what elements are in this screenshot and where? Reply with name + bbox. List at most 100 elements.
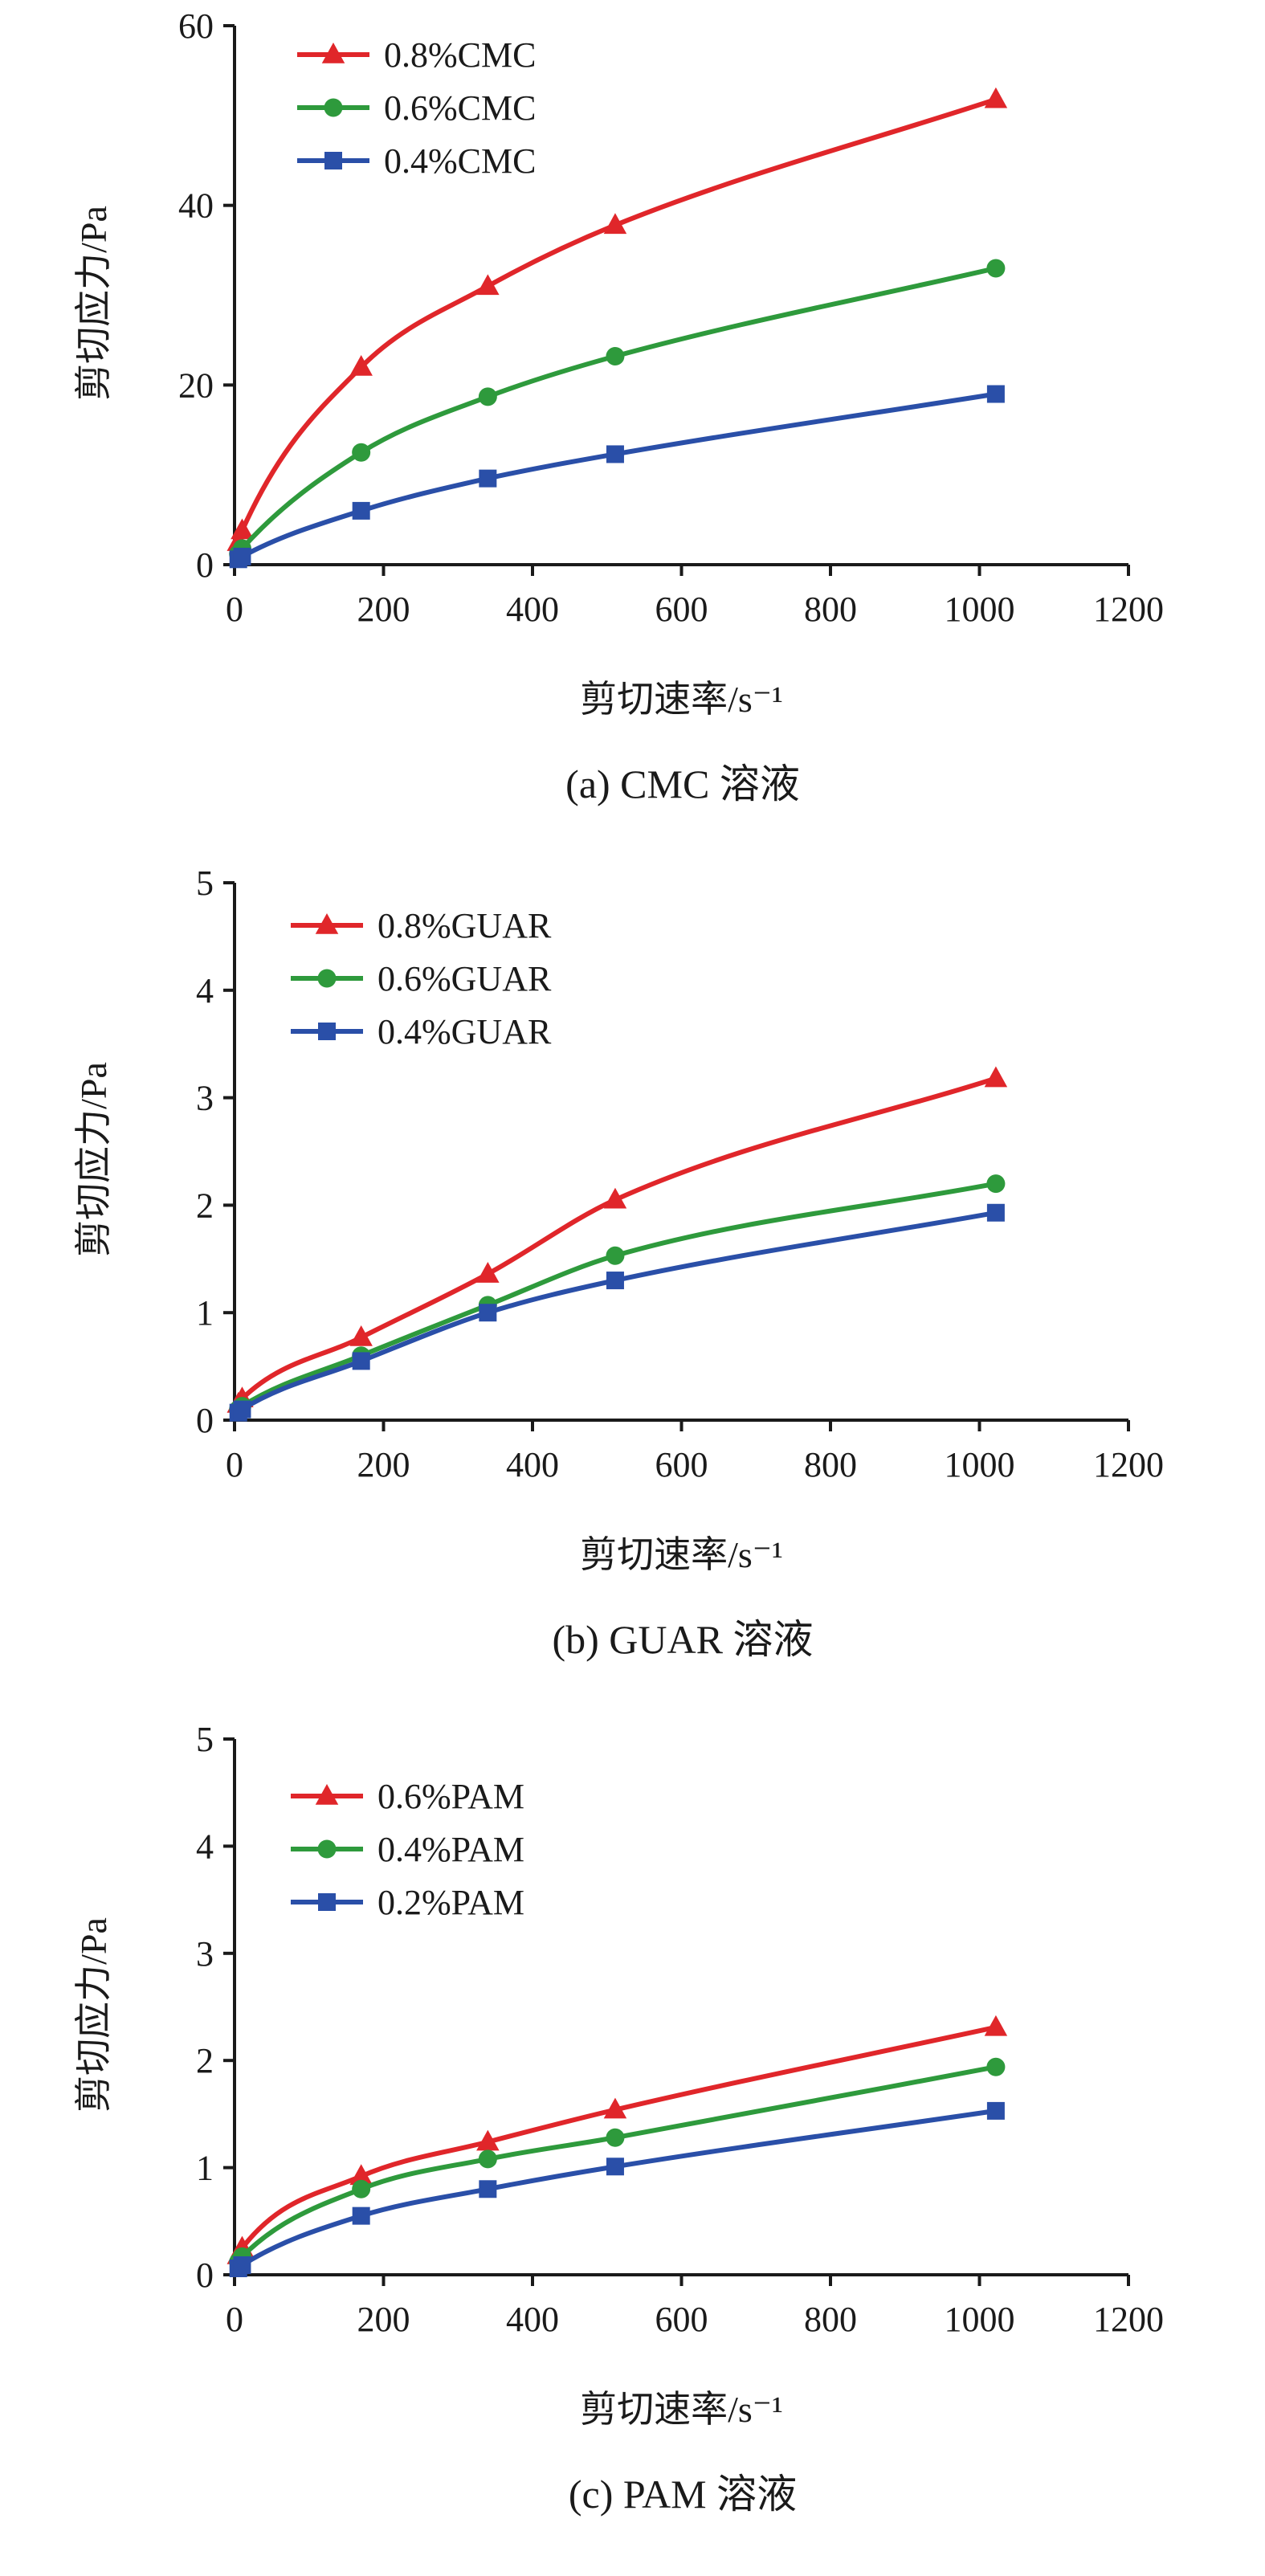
legend-item: 0.6%CMC	[297, 88, 536, 128]
series-line	[235, 1210, 998, 1415]
legend-marker	[324, 98, 343, 117]
x-axis-title: 剪切速率/s⁻¹	[580, 2389, 783, 2430]
legend-marker	[318, 1023, 336, 1040]
series-0.4%GUAR	[229, 1203, 1005, 1422]
x-tick-label: 200	[357, 590, 410, 629]
data-point	[603, 1187, 627, 1209]
data-point	[986, 2101, 1005, 2120]
data-point	[984, 2015, 1008, 2036]
data-point	[476, 1262, 500, 1283]
y-tick-label: 2	[196, 1186, 214, 1225]
legend-item: 0.8%GUAR	[291, 906, 552, 945]
data-point	[986, 1203, 1005, 1222]
y-tick-label: 3	[196, 1079, 214, 1118]
data-point	[479, 1304, 497, 1322]
data-point	[984, 1066, 1008, 1088]
x-tick-label: 600	[655, 590, 708, 629]
y-tick-label: 5	[196, 863, 214, 903]
data-point	[233, 547, 251, 565]
data-point	[479, 2180, 497, 2198]
legend-label: 0.6%GUAR	[377, 959, 552, 998]
legend-label: 0.6%CMC	[384, 88, 536, 128]
x-tick-label: 0	[226, 590, 243, 629]
legend: 0.6%PAM 0.4%PAM 0.2%PAM	[291, 1777, 524, 1922]
y-tick-label: 2	[196, 2041, 214, 2080]
chart-panel-b: 0 1 2 3 4 5 0 200 400 600 800 1000 1200 剪切速率/s⁻¹ 剪切应力/…	[73, 863, 1164, 1662]
y-tick-label: 40	[178, 186, 214, 226]
series-0.4%CMC	[229, 385, 1005, 569]
y-tick-label: 5	[196, 1720, 214, 1759]
legend-item: 0.6%PAM	[291, 1777, 524, 1816]
series-line	[235, 391, 998, 562]
data-point	[986, 2057, 1006, 2076]
legend-label: 0.6%PAM	[377, 1777, 524, 1816]
y-tick-label: 20	[178, 365, 214, 405]
legend-item: 0.4%PAM	[291, 1830, 524, 1869]
data-point	[233, 2256, 251, 2274]
data-point	[352, 2179, 371, 2198]
data-point	[352, 501, 370, 520]
legend-marker	[315, 913, 339, 934]
data-point	[352, 1352, 370, 1370]
data-point	[606, 445, 624, 463]
series-line	[235, 1181, 998, 1412]
data-point	[984, 87, 1008, 108]
y-tick-label: 4	[196, 1827, 214, 1866]
legend-item: 0.2%PAM	[291, 1883, 524, 1922]
data-point	[476, 274, 500, 296]
data-point	[478, 387, 497, 406]
legend-label: 0.4%CMC	[384, 141, 536, 181]
data-point	[349, 2164, 373, 2186]
data-point	[478, 2149, 497, 2169]
data-point	[986, 1174, 1006, 1194]
legend-label: 0.8%GUAR	[377, 906, 552, 945]
x-tick-label: 200	[357, 2300, 410, 2339]
y-tick-label: 4	[196, 971, 214, 1010]
x-tick-label: 0	[226, 2300, 243, 2339]
legend-item: 0.4%CMC	[297, 141, 536, 181]
legend-label: 0.4%GUAR	[377, 1012, 552, 1051]
legend-item: 0.8%CMC	[297, 35, 536, 75]
panel-caption-a: (a) CMC 溶液	[565, 761, 800, 806]
legend-marker	[321, 43, 345, 63]
legend-item: 0.6%GUAR	[291, 959, 552, 998]
x-tick-label: 1000	[945, 1445, 1015, 1484]
y-tick-label: 0	[196, 2256, 214, 2295]
data-point	[352, 443, 371, 462]
y-tick-label: 1	[196, 1293, 214, 1333]
data-point	[233, 1400, 251, 1419]
legend: 0.8%GUAR 0.6%GUAR 0.4%GUAR	[291, 906, 552, 1051]
y-tick-label: 0	[196, 1401, 214, 1440]
x-tick-label: 1200	[1093, 590, 1164, 629]
x-axis-title: 剪切速率/s⁻¹	[580, 1534, 783, 1575]
legend-marker	[318, 1893, 336, 1911]
data-point	[603, 2097, 627, 2119]
data-point	[349, 1325, 373, 1346]
x-tick-label: 1200	[1093, 2300, 1164, 2339]
data-point	[606, 2158, 624, 2176]
data-point	[986, 259, 1006, 278]
data-point	[606, 1246, 625, 1265]
x-tick-label: 400	[506, 1445, 559, 1484]
legend-marker	[317, 1839, 337, 1859]
legend-label: 0.4%PAM	[377, 1830, 524, 1869]
x-tick-label: 600	[655, 2300, 708, 2339]
x-tick-label: 1000	[945, 590, 1015, 629]
series-0.2%PAM	[229, 2101, 1005, 2277]
panel-caption-b: (b) GUAR 溶液	[553, 1617, 814, 1662]
x-tick-label: 400	[506, 590, 559, 629]
x-tick-label: 800	[804, 590, 857, 629]
data-point	[603, 213, 627, 235]
series-line	[235, 96, 998, 545]
x-tick-label: 800	[804, 1445, 857, 1484]
legend-marker	[315, 1784, 339, 1805]
series-line	[235, 1076, 998, 1406]
legend-marker	[324, 152, 342, 169]
data-point	[606, 2128, 625, 2147]
legend-label: 0.2%PAM	[377, 1883, 524, 1922]
data-point	[349, 354, 373, 376]
legend: 0.8%CMC 0.6%CMC 0.4%CMC	[297, 35, 536, 181]
data-point	[986, 385, 1005, 403]
x-axis-title: 剪切速率/s⁻¹	[580, 679, 783, 720]
